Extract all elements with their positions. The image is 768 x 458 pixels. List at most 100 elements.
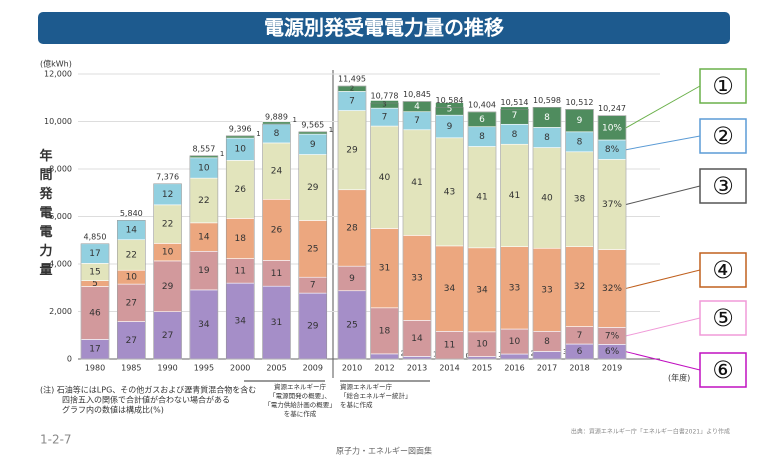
segment-label: 27 <box>126 298 137 308</box>
total-label: 10,584 <box>436 96 464 105</box>
bar-segment <box>467 146 497 249</box>
segment-label: 4 <box>414 102 420 112</box>
segment-label: 7 <box>577 331 583 341</box>
segment-label: 18 <box>379 326 391 336</box>
x-unit: (年度) <box>668 373 690 383</box>
bar-segment <box>337 189 367 267</box>
bar-segment <box>532 147 562 249</box>
x-tick-label: 2010 <box>342 364 362 373</box>
bar-total <box>500 109 529 360</box>
segment-label: 9 <box>447 122 453 132</box>
segment-label: 11 <box>444 341 455 351</box>
footer: 原子力・エネルギー図面集 <box>336 446 432 456</box>
note: 四捨五入の関係で合計値が合わない場合がある <box>62 395 230 405</box>
segment-label: 7 <box>349 97 355 107</box>
segment-label: 9 <box>577 116 583 126</box>
callout-line <box>625 269 701 289</box>
segment-label: 6% <box>605 347 620 357</box>
segment-label: 41 <box>476 193 487 203</box>
segment-label: 9 <box>310 140 316 150</box>
bar-segment <box>597 115 627 141</box>
segment-label: 15 <box>89 268 100 278</box>
segment-label: 1 <box>293 116 297 124</box>
x-tick-label: 2018 <box>569 364 589 373</box>
segment-label: 10 <box>234 145 246 155</box>
bar-total <box>337 85 367 360</box>
segment-label: 22 <box>162 220 173 230</box>
bar-segment <box>435 331 464 360</box>
segment-label: 29 <box>162 282 174 292</box>
callout-label: ③ <box>712 172 734 200</box>
x-tick-label: 2000 <box>230 364 250 373</box>
figure-number: 1-2-7 <box>40 433 72 447</box>
segment-label: 18 <box>234 234 246 244</box>
y-tick-label: 6,000 <box>49 212 72 221</box>
segment-label: 34 <box>444 284 456 294</box>
x-tick-label: 2013 <box>407 364 427 373</box>
callout-label: ① <box>712 72 734 100</box>
x-tick-label: 2016 <box>504 364 524 373</box>
segment-label: 34 <box>198 320 210 330</box>
source: を基に作成 <box>340 400 373 409</box>
segment-label: 24 <box>271 167 283 177</box>
bar-segment <box>532 247 562 332</box>
total-label: 10,514 <box>501 98 529 107</box>
source: 「電源開発の概要」、 <box>269 391 331 400</box>
bar-total <box>597 115 627 360</box>
segment-label: 8 <box>274 129 280 139</box>
segment-label: 5 <box>92 279 98 289</box>
total-label: 4,850 <box>84 232 107 241</box>
segment-label: 26 <box>234 185 246 195</box>
bar-total <box>402 101 432 360</box>
chart-title: 電源別発受電電力量の推移 <box>264 16 504 40</box>
segment-label: 40 <box>379 173 391 183</box>
segment-label: 9 <box>349 274 355 284</box>
note: (注) 石油等にはLPG、その他ガスおよび瀝青質混合物を含む <box>40 385 256 395</box>
segment-label: 38 <box>574 195 586 205</box>
segment-label: 10 <box>509 337 521 347</box>
title-banner <box>38 12 730 44</box>
bar-segment <box>225 135 255 139</box>
bar-total <box>298 131 328 360</box>
bar-segment <box>500 328 529 355</box>
segment-label: 7 <box>512 111 518 121</box>
x-tick-label: 1995 <box>194 364 214 373</box>
callout-box <box>699 300 747 336</box>
x-tick-label: 2017 <box>537 364 557 373</box>
bar-segment <box>597 249 627 328</box>
segment-label: 31 <box>379 264 390 274</box>
segment-label: 8% <box>605 145 620 155</box>
source: 資源エネルギー庁 <box>340 382 393 391</box>
callout-line <box>625 85 701 129</box>
segment-label: 22 <box>126 250 137 260</box>
bar-total <box>225 135 255 360</box>
x-tick-label: 2009 <box>303 364 323 373</box>
bar-segment <box>189 155 219 159</box>
bar-segment <box>402 320 432 357</box>
total-label: 9,889 <box>265 113 288 122</box>
source: 「電力供給計画の概要」 <box>264 400 336 409</box>
callout-box <box>699 68 747 104</box>
segment-label: 32 <box>574 282 585 292</box>
segment-label: 34 <box>476 285 488 295</box>
bar-segment <box>402 129 432 236</box>
segment-label: 2 <box>350 85 354 93</box>
segment-label: 14 <box>126 226 138 236</box>
segment-label: 10 <box>162 248 174 258</box>
bar-total <box>262 123 291 360</box>
total-label: 10,512 <box>566 98 594 107</box>
total-label: 11,495 <box>338 74 366 83</box>
segment-label: 10 <box>126 273 138 283</box>
segment-label: 25 <box>346 320 357 330</box>
segment-label: 17 <box>89 345 100 355</box>
bar-segment <box>117 239 146 271</box>
segment-label: 7 <box>310 281 316 291</box>
segment-label: 6 <box>577 347 583 357</box>
segment-label: 33 <box>411 273 422 283</box>
segment-label: 41 <box>509 191 520 201</box>
callout-line <box>625 185 701 205</box>
bar-segment <box>189 250 219 291</box>
callout-line <box>625 351 701 371</box>
bar-segment <box>298 220 328 278</box>
segment-label: 3 <box>382 100 386 108</box>
